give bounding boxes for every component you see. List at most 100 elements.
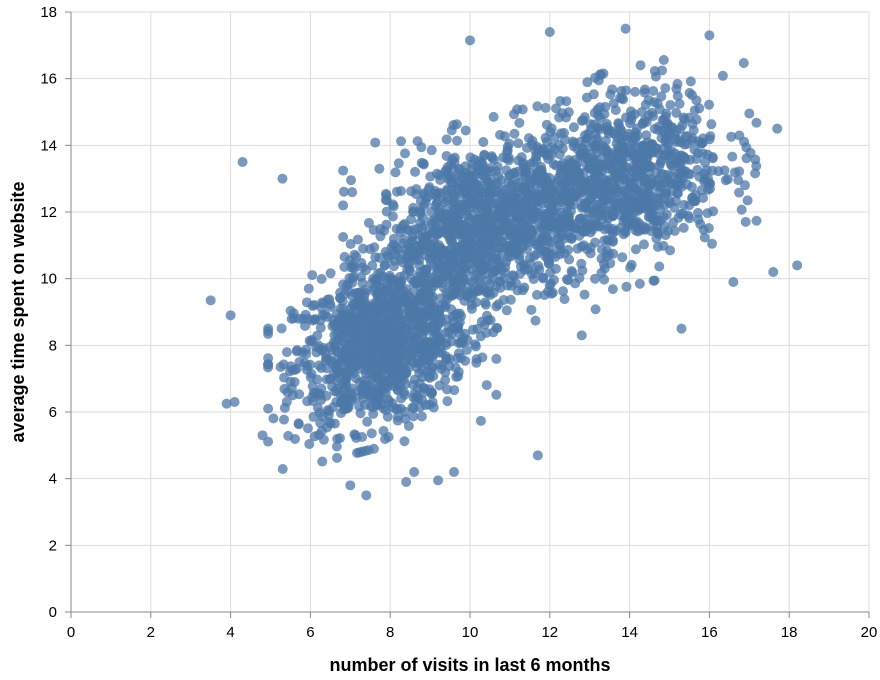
data-point <box>430 345 441 356</box>
data-point <box>608 128 619 139</box>
data-point <box>370 137 381 148</box>
data-point <box>225 310 236 321</box>
data-point <box>325 299 336 310</box>
x-tick-label: 2 <box>147 624 155 641</box>
data-point <box>381 206 392 217</box>
data-point <box>368 316 379 327</box>
data-point <box>418 345 429 356</box>
x-tick-label: 20 <box>861 624 878 641</box>
data-point <box>682 131 693 142</box>
data-point <box>740 216 751 227</box>
data-point <box>513 138 524 149</box>
data-point <box>417 240 428 251</box>
data-point <box>395 186 406 197</box>
data-point <box>350 329 361 340</box>
data-point <box>504 170 515 181</box>
data-point <box>440 299 451 310</box>
data-point <box>540 102 551 113</box>
data-point <box>521 167 532 178</box>
data-point <box>469 177 480 188</box>
data-point <box>488 196 499 207</box>
data-point <box>564 254 575 265</box>
data-point <box>325 373 336 384</box>
data-point <box>472 200 483 211</box>
data-point <box>481 327 492 338</box>
data-point <box>750 168 761 179</box>
data-point <box>431 191 442 202</box>
data-point <box>578 167 589 178</box>
data-point <box>281 347 292 358</box>
data-point <box>639 115 650 126</box>
data-point <box>555 244 566 255</box>
data-point <box>572 192 583 203</box>
data-point <box>400 413 411 424</box>
data-point <box>751 215 762 226</box>
data-point <box>512 207 523 218</box>
data-point <box>696 138 707 149</box>
data-point <box>541 150 552 161</box>
data-point <box>488 287 499 298</box>
data-point <box>590 304 601 315</box>
data-point <box>412 136 423 147</box>
data-point <box>557 158 568 169</box>
data-point <box>678 222 689 233</box>
data-point <box>666 146 677 157</box>
data-point <box>540 132 551 143</box>
data-point <box>566 266 577 277</box>
data-point <box>452 135 463 146</box>
data-point <box>404 225 415 236</box>
data-point <box>688 125 699 136</box>
data-point <box>374 163 385 174</box>
data-point <box>580 217 591 228</box>
data-point <box>408 379 419 390</box>
data-point <box>685 76 696 87</box>
y-tick-label: 18 <box>40 4 57 21</box>
data-point <box>304 439 315 450</box>
data-point <box>316 363 327 374</box>
data-point <box>589 119 600 130</box>
data-point <box>494 243 505 254</box>
data-point <box>409 467 420 477</box>
data-point <box>676 323 687 334</box>
data-point <box>751 160 762 171</box>
data-point <box>509 128 520 139</box>
data-point <box>460 253 471 264</box>
data-point <box>702 173 713 184</box>
data-point <box>352 351 363 362</box>
data-point <box>288 313 299 324</box>
data-point <box>434 260 445 271</box>
data-point <box>658 169 669 180</box>
data-point <box>549 144 560 155</box>
data-point <box>590 72 601 83</box>
data-point <box>641 130 652 141</box>
data-point <box>567 174 578 185</box>
data-point <box>507 270 518 281</box>
data-point <box>557 194 568 205</box>
data-point <box>600 135 611 146</box>
data-point <box>686 182 697 193</box>
x-tick-label: 12 <box>541 624 558 641</box>
data-point <box>257 430 268 441</box>
data-point <box>572 243 583 254</box>
data-point <box>383 252 394 263</box>
data-point <box>410 166 421 177</box>
data-point <box>656 91 667 102</box>
data-point <box>616 86 627 97</box>
data-point <box>630 86 641 97</box>
data-point <box>367 260 378 271</box>
data-point <box>588 89 599 100</box>
y-tick-label: 8 <box>49 337 57 354</box>
data-point <box>563 187 574 198</box>
data-point <box>418 159 429 170</box>
data-point <box>676 173 687 184</box>
data-point <box>361 490 372 501</box>
data-point <box>648 111 659 122</box>
data-point <box>305 359 316 370</box>
data-point <box>426 387 437 398</box>
x-tick-label: 16 <box>701 624 718 641</box>
data-point <box>370 252 381 263</box>
data-point <box>534 178 545 189</box>
data-point <box>488 111 499 122</box>
data-point <box>603 223 614 234</box>
data-point <box>306 368 317 379</box>
